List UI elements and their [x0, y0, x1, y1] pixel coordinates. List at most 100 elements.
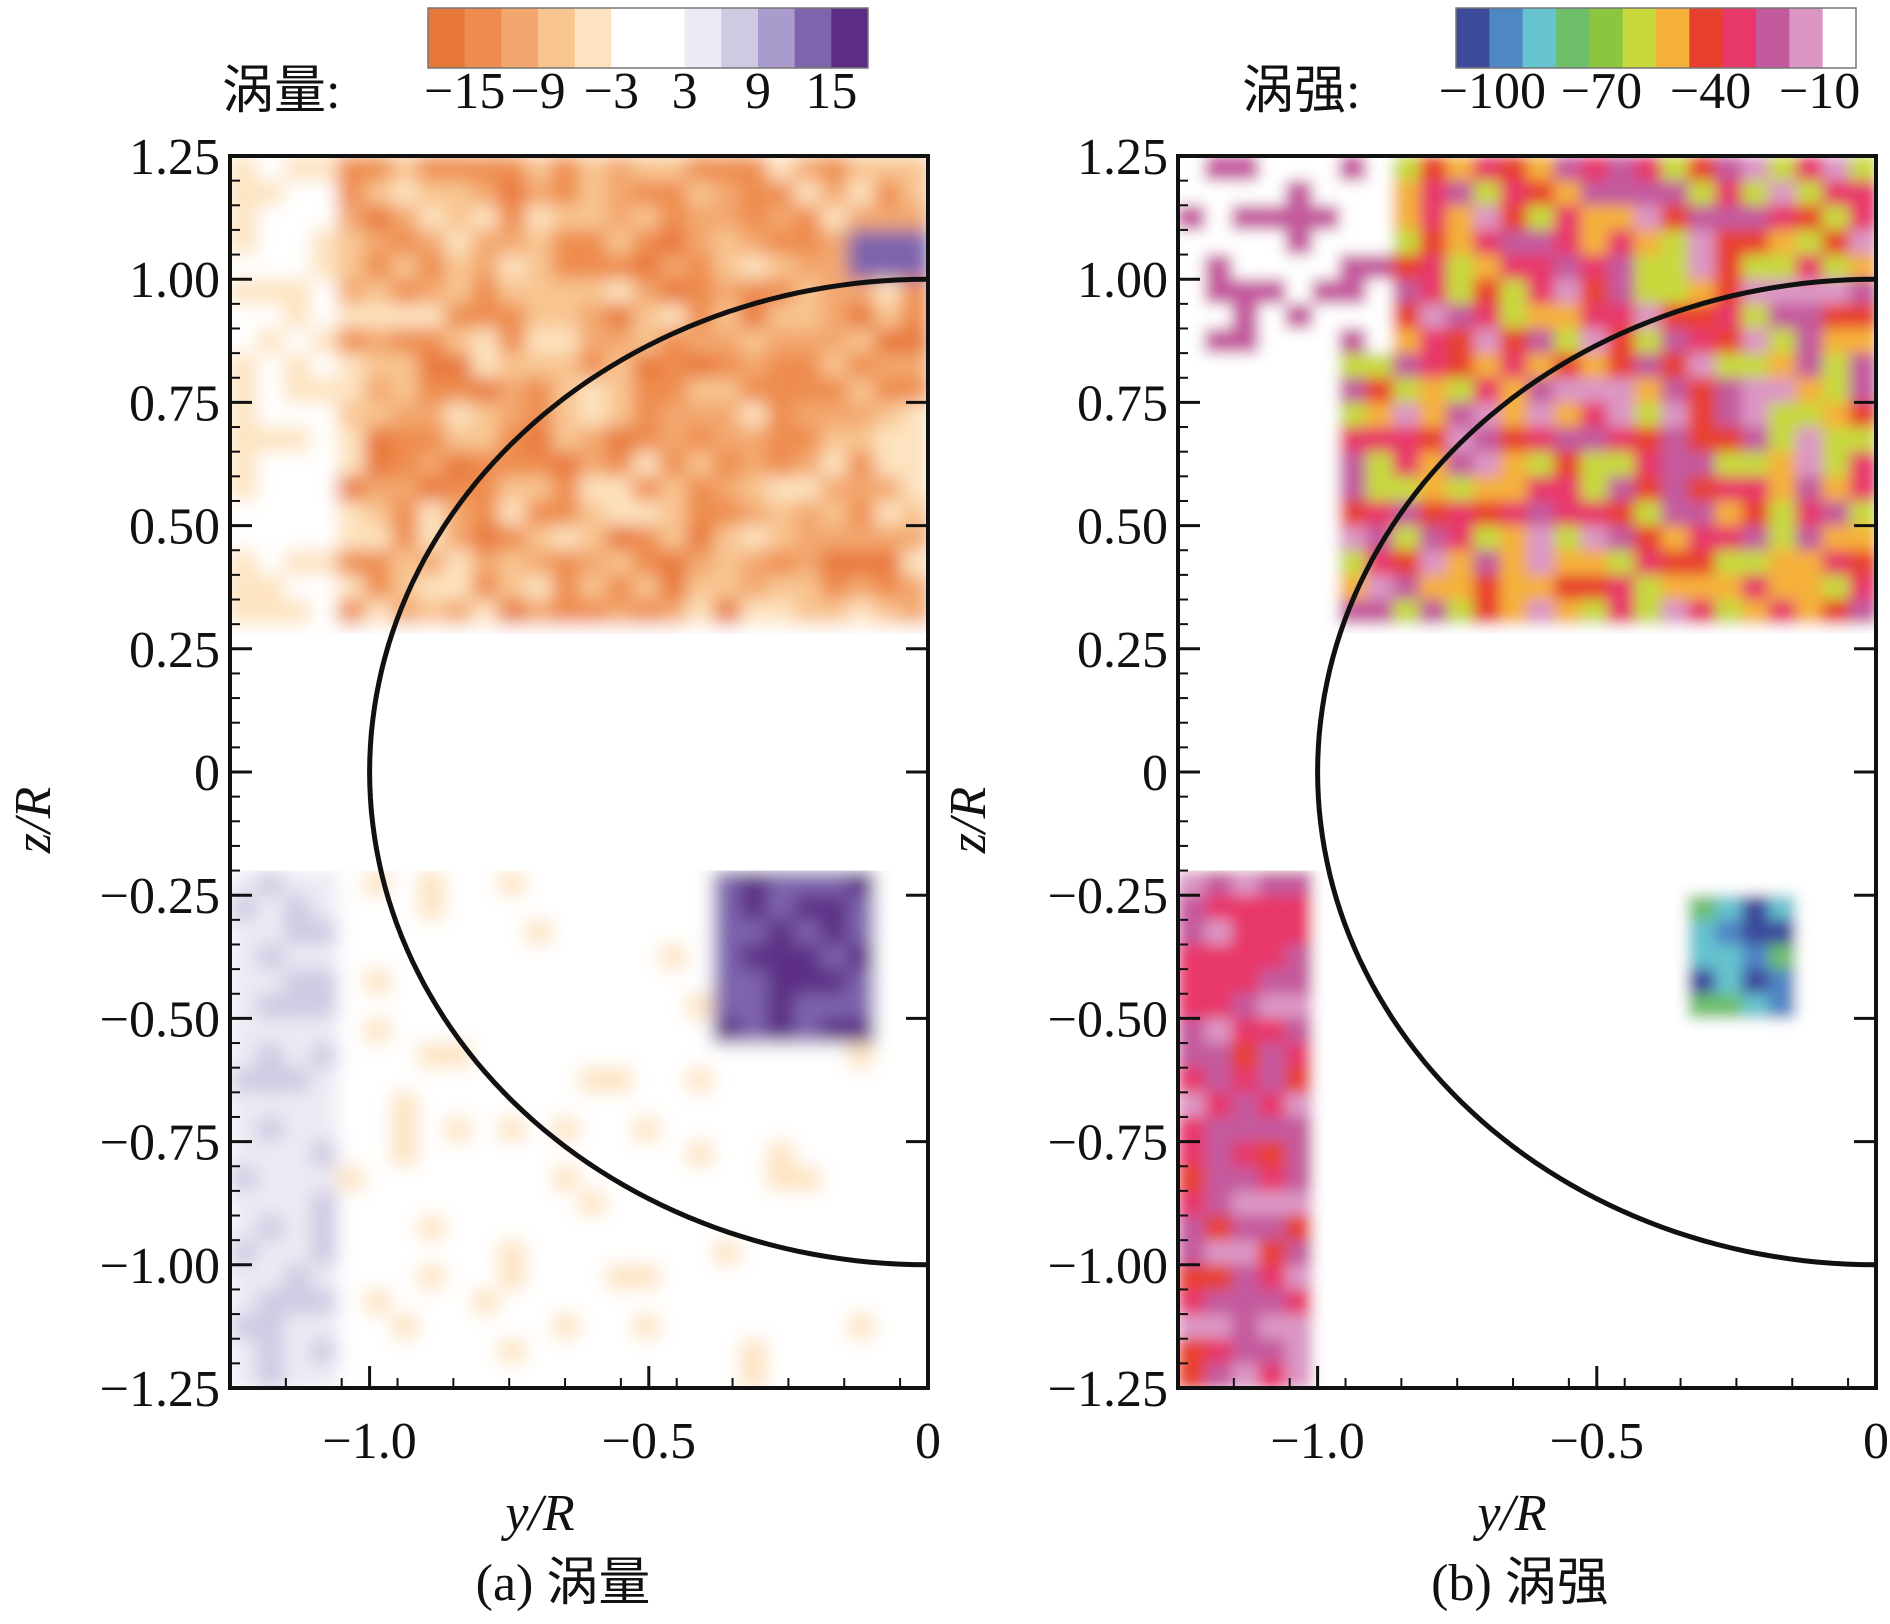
heatmap-b-cell — [1419, 1092, 1448, 1118]
heatmap-b-cell — [1446, 279, 1475, 305]
heatmap-a-cell — [310, 156, 339, 182]
heatmap-a-cell — [820, 1289, 849, 1316]
heatmap-b-cell — [1688, 1363, 1716, 1388]
heatmap-b-cell — [1473, 1215, 1502, 1242]
heatmap-b-cell — [1768, 427, 1797, 453]
heatmap-b-cell — [1661, 427, 1690, 453]
heatmap-a-cell — [793, 353, 822, 379]
colorbar-b-tick-label: −40 — [1670, 63, 1751, 120]
heatmap-b-cell — [1849, 254, 1876, 281]
heatmap-b-cell — [1446, 895, 1475, 921]
heatmap-a-cell — [847, 550, 876, 576]
heatmap-a-cell — [444, 1092, 473, 1118]
heatmap-b-cell — [1822, 500, 1851, 527]
heatmap-b-cell — [1849, 1018, 1876, 1045]
heatmap-b-cell — [1473, 328, 1502, 355]
heatmap-b-cell — [1204, 205, 1233, 231]
heatmap-a-cell — [256, 1314, 285, 1340]
heatmap-a-cell — [525, 427, 554, 453]
heatmap-a-cell — [605, 1190, 634, 1217]
heatmap-b-cell — [1714, 1166, 1743, 1192]
heatmap-b-cell — [1661, 550, 1690, 576]
heatmap-a-cell — [686, 1289, 715, 1316]
heatmap-a-cell — [337, 180, 366, 207]
y-tick-label-b: 1.25 — [1077, 129, 1168, 186]
heatmap-b-cell — [1312, 1314, 1341, 1340]
heatmap-a-cell — [552, 969, 580, 995]
heatmap-b-cell — [1661, 377, 1690, 404]
heatmap-a-cell — [310, 550, 339, 576]
heatmap-b-cell — [1285, 353, 1314, 379]
heatmap-a-cell — [605, 574, 634, 601]
heatmap-a-cell — [766, 1215, 795, 1242]
heatmap-a-cell — [847, 1264, 876, 1291]
heatmap-a-cell — [847, 574, 876, 601]
heatmap-b-cell — [1580, 229, 1609, 256]
heatmap-a-cell — [525, 1264, 554, 1291]
heatmap-a-cell — [766, 328, 795, 355]
heatmap-b-cell — [1446, 1289, 1475, 1316]
heatmap-b-cell — [1607, 574, 1636, 601]
colorbar-a-frame — [427, 7, 869, 69]
heatmap-b-cell — [1365, 1116, 1394, 1143]
heatmap-b-cell — [1768, 1116, 1797, 1143]
heatmap-b-cell — [1553, 1141, 1582, 1168]
heatmap-a-cell — [713, 870, 742, 897]
heatmap-a-cell — [632, 1314, 661, 1340]
heatmap-a-cell — [525, 1043, 554, 1069]
heatmap-a-cell — [498, 500, 527, 527]
y-tick-label-a: −1.00 — [100, 1238, 220, 1295]
heatmap-b-cell — [1580, 254, 1609, 281]
heatmap-a-cell — [632, 525, 661, 552]
heatmap-b-cell — [1607, 870, 1636, 897]
heatmap-a-cell — [713, 377, 742, 404]
heatmap-b-cell — [1634, 919, 1663, 946]
heatmap-a-cell — [740, 254, 768, 281]
heatmap-b-cell — [1285, 895, 1314, 921]
heatmap-a-cell — [417, 1116, 446, 1143]
heatmap-a-cell — [337, 1338, 366, 1365]
heatmap-a-cell — [525, 328, 554, 355]
heatmap-b-cell — [1312, 1215, 1341, 1242]
heatmap-b-cell — [1231, 1067, 1260, 1094]
heatmap-a-cell — [632, 1264, 661, 1291]
heatmap-b-cell — [1661, 1190, 1690, 1217]
heatmap-a-cell — [525, 180, 554, 207]
heatmap-a-cell — [283, 254, 312, 281]
heatmap-b-cell — [1339, 550, 1367, 576]
heatmap-a-cell — [283, 1338, 312, 1365]
heatmap-b-cell — [1768, 1043, 1797, 1069]
heatmap-a-cell — [793, 599, 822, 626]
heatmap-a-cell — [256, 1116, 285, 1143]
heatmap-a-cell — [901, 427, 928, 453]
heatmap-a-cell — [874, 1043, 903, 1069]
heatmap-a-cell — [444, 1190, 473, 1217]
heatmap-a-cell — [605, 229, 634, 256]
heatmap-b-cell — [1178, 944, 1206, 971]
heatmap-b-cell — [1285, 205, 1314, 231]
heatmap-b-cell — [1688, 1289, 1716, 1316]
heatmap-b-cell — [1822, 1289, 1851, 1316]
heatmap-b-cell — [1419, 1338, 1448, 1365]
heatmap-b-cell — [1714, 993, 1743, 1020]
heatmap-b-cell — [1768, 1240, 1797, 1266]
heatmap-a-cell — [471, 1264, 500, 1291]
heatmap-a-cell — [310, 1018, 339, 1045]
heatmap-a-cell — [605, 254, 634, 281]
x-tick-label-a: −0.5 — [602, 1413, 696, 1470]
heatmap-a-cell — [820, 377, 849, 404]
heatmap-b-cell — [1822, 402, 1851, 429]
heatmap-a-cell — [525, 1240, 554, 1266]
heatmap-b-cell — [1634, 1116, 1663, 1143]
heatmap-b-cell — [1607, 279, 1636, 305]
heatmap-a-cell — [901, 1092, 928, 1118]
colorbar-b-label: 涡强: — [1242, 63, 1360, 120]
heatmap-b-cell — [1285, 1215, 1314, 1242]
heatmap-a-cell — [766, 353, 795, 379]
heatmap-a-cell — [444, 1363, 473, 1388]
heatmap-b-cell — [1849, 1289, 1876, 1316]
heatmap-a-cell — [793, 895, 822, 921]
heatmap-b-cell — [1231, 328, 1260, 355]
heatmap-b-cell — [1178, 156, 1206, 182]
heatmap-a-cell — [364, 1190, 393, 1217]
